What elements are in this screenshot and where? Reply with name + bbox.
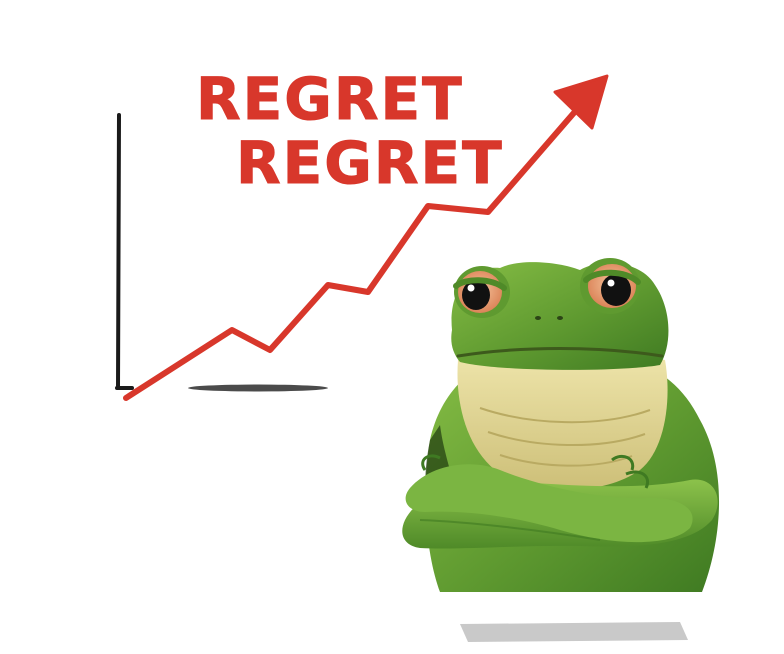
caption-line-1: REGRET bbox=[196, 65, 464, 133]
frog-mouth bbox=[456, 347, 664, 358]
trend-arrow-icon bbox=[123, 89, 595, 401]
frog-left-arm bbox=[405, 464, 693, 543]
chart-shadow bbox=[188, 384, 328, 392]
caption-line-2: REGRET bbox=[236, 129, 504, 197]
y-axis bbox=[116, 113, 121, 390]
arrowhead-icon bbox=[553, 74, 609, 130]
frog-belly bbox=[457, 348, 668, 490]
floor-shadow bbox=[460, 622, 688, 642]
